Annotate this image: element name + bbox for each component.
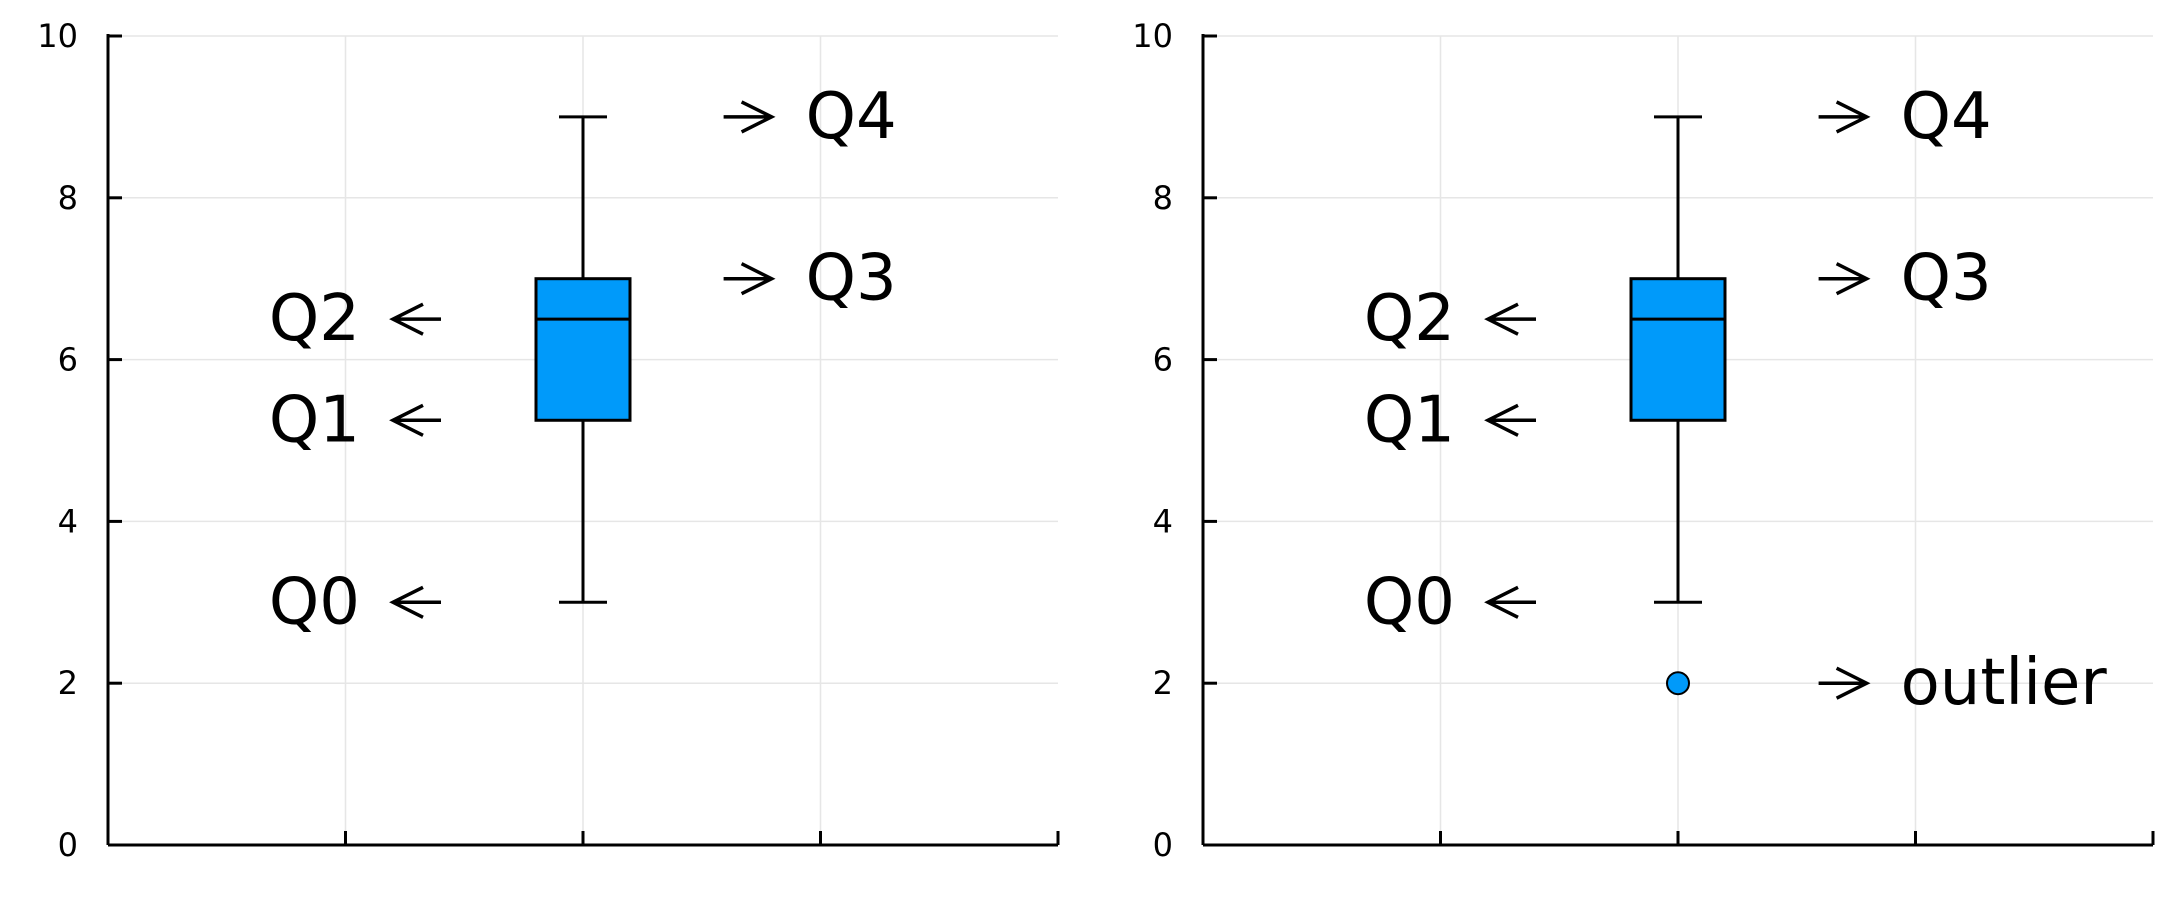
annotation-label-q0: Q0 (269, 565, 360, 639)
right-arrow-icon (1818, 666, 1871, 700)
right-arrow-icon (1818, 262, 1871, 296)
right-arrow-icon (723, 100, 776, 134)
annotation-label-q4: Q4 (806, 80, 897, 154)
y-tick-label: 8 (1153, 179, 1173, 217)
chart-panel-2: 0 2 4 6 8 10 Q4 Q3 Q2 Q1 Q0 outlier (1132, 17, 2155, 864)
left-arrow-icon (389, 585, 441, 619)
y-tick-label: 2 (1153, 664, 1173, 702)
y-tick-label: 4 (58, 502, 78, 540)
y-tick-label: 0 (58, 826, 78, 864)
interquartile-box (534, 277, 632, 422)
left-arrow-icon (1484, 302, 1536, 336)
annotation-label-q1: Q1 (1364, 383, 1455, 457)
y-tick-label: 6 (58, 341, 78, 379)
right-arrow-icon (723, 262, 776, 296)
left-arrow-icon (1484, 403, 1536, 437)
y-tick-label: 2 (58, 664, 78, 702)
chart-panel-1: 0 2 4 6 8 10 Q4 Q3 Q2 Q1 Q0 (37, 17, 1060, 864)
outlier-point (1666, 671, 1690, 696)
annotation-label-q2: Q2 (269, 282, 360, 356)
y-tick-label: 6 (1153, 341, 1173, 379)
y-tick-label: 4 (1153, 502, 1173, 540)
y-tick-label: 8 (58, 179, 78, 217)
interquartile-box (1629, 277, 1727, 422)
y-tick-label: 10 (37, 17, 78, 55)
annotation-label-q4: Q4 (1901, 80, 1992, 154)
left-arrow-icon (389, 302, 441, 336)
right-arrow-icon (1818, 100, 1871, 134)
annotation-label-q3: Q3 (806, 242, 897, 316)
left-arrow-icon (389, 403, 441, 437)
annotation-label-q2: Q2 (1364, 282, 1455, 356)
left-arrow-icon (1484, 585, 1536, 619)
y-tick-label: 0 (1153, 826, 1173, 864)
annotation-label-q3: Q3 (1901, 242, 1992, 316)
annotation-label-outlier: outlier (1901, 646, 2108, 720)
annotation-label-q1: Q1 (269, 383, 360, 457)
annotation-label-q0: Q0 (1364, 565, 1455, 639)
y-tick-label: 10 (1132, 17, 1173, 55)
